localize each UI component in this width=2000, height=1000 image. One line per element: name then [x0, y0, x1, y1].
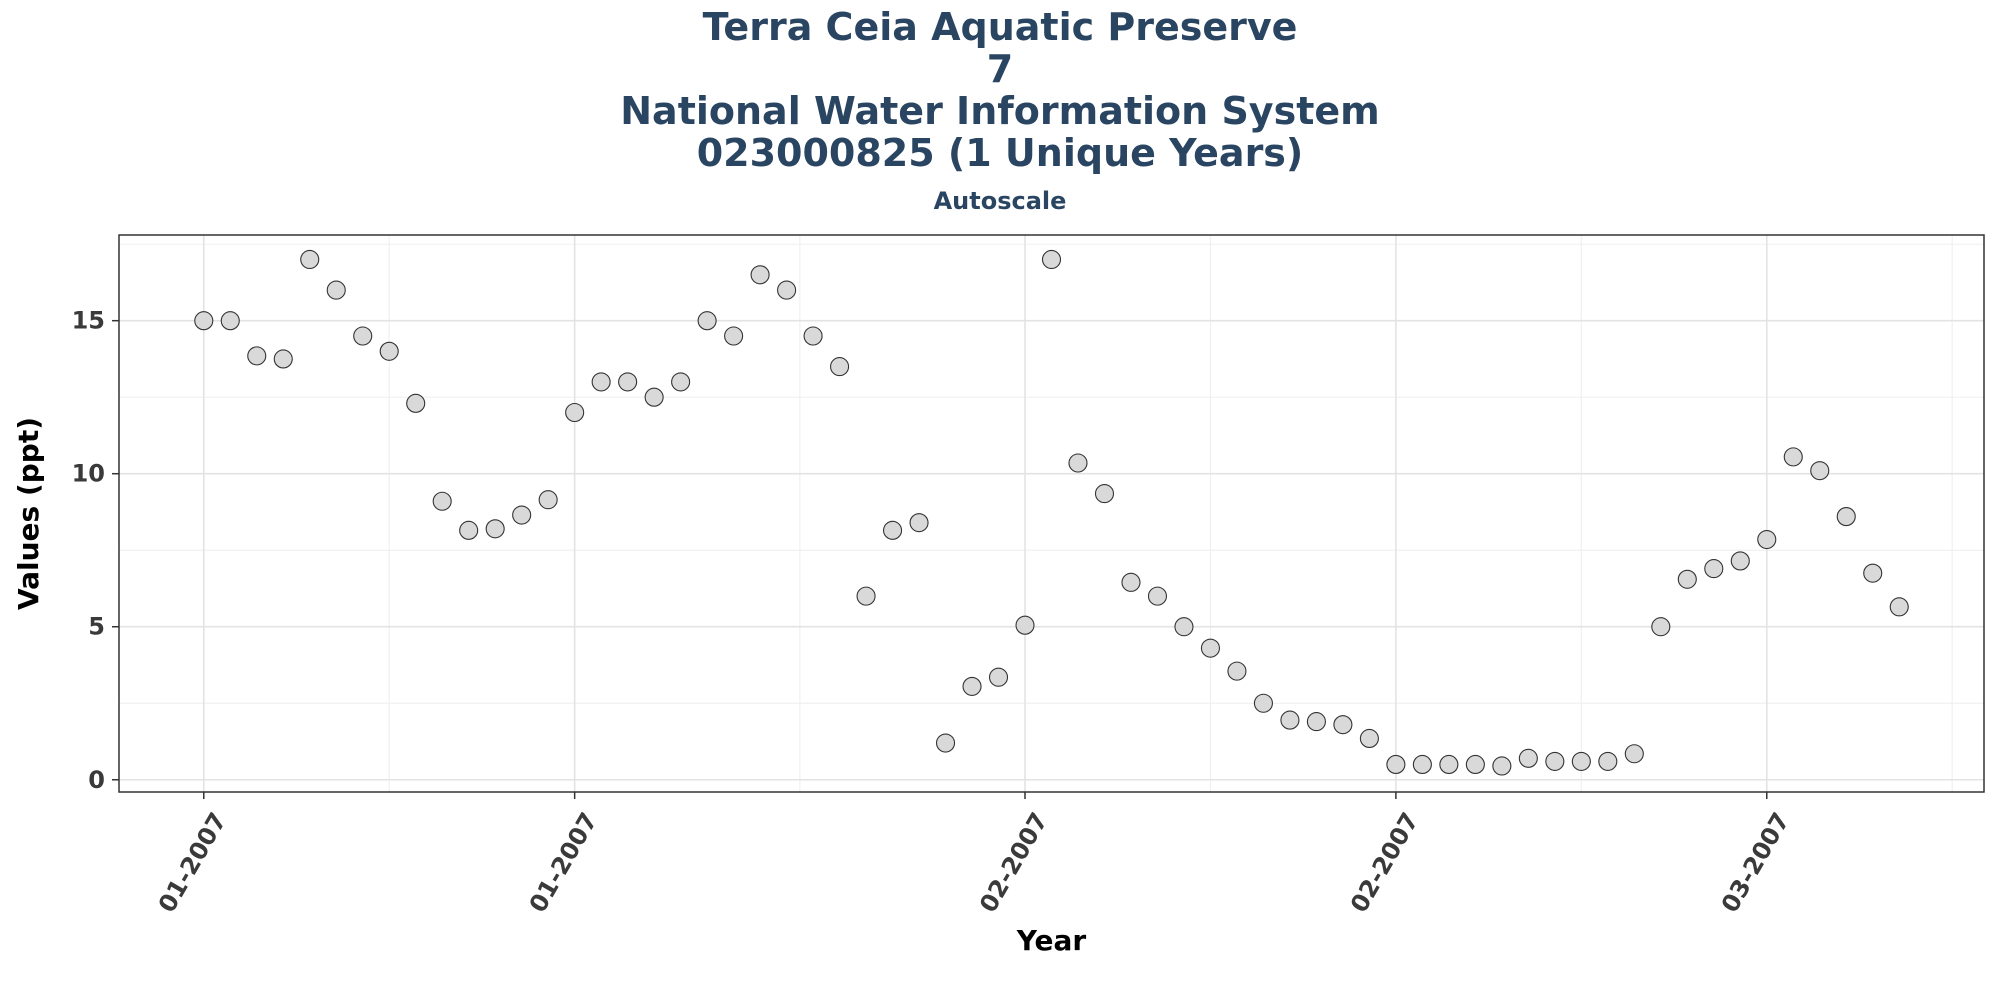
data-point	[856, 586, 876, 606]
data-point	[1094, 484, 1115, 504]
x-tick-label: 02-2007	[1345, 808, 1424, 917]
y-tick-label: 15	[72, 307, 105, 335]
data-point	[750, 265, 770, 285]
data-point	[618, 372, 638, 392]
data-point	[432, 491, 452, 511]
data-point	[830, 357, 850, 377]
data-point	[1863, 563, 1883, 583]
data-point	[1518, 748, 1538, 768]
data-point	[1041, 249, 1062, 270]
data-point	[644, 387, 664, 407]
data-point	[909, 513, 929, 533]
data-point	[883, 520, 903, 540]
data-point	[459, 520, 479, 540]
data-point	[1306, 712, 1326, 732]
chart-title-line-2: 7	[986, 47, 1014, 91]
data-point	[1810, 461, 1830, 481]
x-tick-label: 01-2007	[524, 808, 603, 917]
data-point	[1068, 453, 1088, 473]
data-point	[1253, 693, 1273, 713]
data-point	[1227, 661, 1247, 681]
data-point	[538, 490, 558, 510]
data-point	[565, 402, 585, 423]
data-point	[935, 733, 956, 753]
data-point	[379, 341, 399, 361]
data-point	[1598, 751, 1618, 771]
data-point	[1624, 744, 1644, 764]
data-point	[1677, 569, 1697, 589]
data-point	[988, 667, 1009, 687]
x-tick-label: 01-2007	[153, 808, 232, 917]
data-point	[1704, 559, 1724, 579]
y-tick-label: 0	[88, 766, 105, 794]
data-point	[777, 280, 797, 300]
data-point	[406, 393, 426, 413]
data-point	[1757, 529, 1777, 550]
x-axis-title: Year	[1016, 924, 1087, 957]
data-point	[1359, 728, 1379, 748]
x-tick-label: 02-2007	[974, 808, 1053, 917]
data-point	[1783, 447, 1803, 467]
chart-subtitle: Autoscale	[933, 187, 1067, 215]
data-point	[326, 280, 346, 300]
grid-lines	[119, 235, 1984, 792]
data-point	[1465, 754, 1485, 775]
data-point	[247, 346, 267, 366]
data-point	[1386, 754, 1406, 775]
data-point	[512, 505, 532, 525]
data-point	[724, 326, 744, 346]
data-points	[194, 249, 1909, 776]
data-point	[1147, 586, 1168, 606]
data-point	[1651, 617, 1671, 637]
data-point	[353, 326, 373, 346]
data-point	[1889, 597, 1909, 617]
data-point	[1174, 617, 1194, 637]
data-point	[194, 311, 214, 331]
plot-panel-border	[118, 234, 1985, 793]
data-point	[1333, 715, 1353, 735]
data-point	[962, 676, 982, 696]
data-point	[671, 372, 691, 392]
data-point	[1492, 756, 1512, 776]
y-tick-label: 5	[88, 613, 105, 641]
chart-title-line-1: Terra Ceia Aquatic Preserve	[702, 5, 1298, 49]
data-point	[697, 311, 717, 331]
data-point	[591, 372, 611, 392]
data-point	[300, 249, 320, 270]
y-tick-label: 10	[72, 460, 105, 488]
data-point	[1730, 551, 1750, 571]
chart-title-line-4: 023000825 (1 Unique Years)	[696, 131, 1304, 175]
data-point	[1121, 572, 1141, 592]
y-axis-title: Values (ppt)	[12, 417, 45, 610]
data-point	[1571, 751, 1591, 771]
data-point	[1015, 615, 1035, 635]
data-point	[273, 349, 293, 369]
chart-title-line-3: National Water Information System	[620, 89, 1380, 133]
x-tick-label: 03-2007	[1716, 808, 1795, 917]
data-point	[1439, 754, 1459, 775]
axis-ticks: 0 5 10 15 01-2007 01-2007 02-2007 02-2007 03-200…	[72, 307, 1796, 918]
data-point	[1545, 751, 1565, 771]
data-point	[485, 519, 505, 539]
data-point	[1836, 507, 1856, 527]
data-point	[803, 326, 823, 346]
data-point	[1200, 638, 1220, 658]
chart-titles: Terra Ceia Aquatic Preserve 7 National W…	[0, 6, 2000, 216]
data-point	[220, 311, 240, 331]
data-point	[1412, 754, 1432, 775]
data-point	[1280, 710, 1300, 730]
